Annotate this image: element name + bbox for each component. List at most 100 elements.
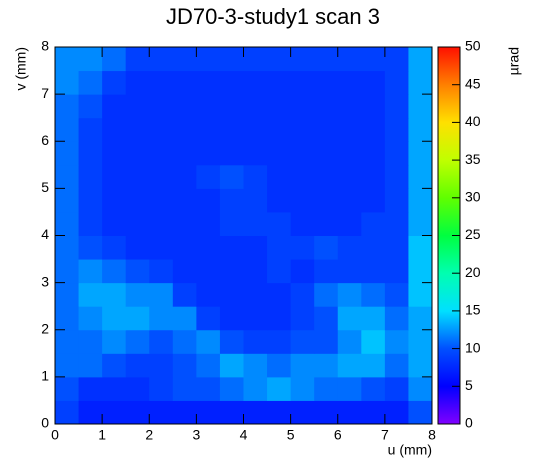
heat-cell [149,353,174,378]
heat-cell [408,141,433,166]
heat-cell [78,94,103,119]
heat-cell [55,70,80,95]
heat-cell [149,94,174,119]
heat-cell [243,306,268,331]
heat-cell [384,329,409,354]
heat-cell [243,141,268,166]
heat-cell [149,211,174,236]
heat-cell [102,329,127,354]
heat-cell [55,400,80,425]
heat-cell [267,141,292,166]
heat-cell [196,164,221,189]
heat-cell [384,188,409,213]
heat-cell [337,259,362,284]
heat-cell [219,164,244,189]
heat-cell [196,211,221,236]
colorbar-tick-label: 5 [465,377,473,393]
heat-cell [172,117,197,142]
heat-cell [290,259,315,284]
heat-cell [219,282,244,307]
heat-cell [125,353,150,378]
heat-cell [149,117,174,142]
heat-cell [219,47,244,72]
heat-cell [149,141,174,166]
heat-cell [102,117,127,142]
heat-cell [125,47,150,72]
heat-cell [125,282,150,307]
heat-cell [290,164,315,189]
heat-cell [55,353,80,378]
heat-cell [290,329,315,354]
heat-cell [125,141,150,166]
colorbar-tick-label: 30 [465,189,481,205]
heat-cell [125,400,150,425]
heat-cell [314,400,339,425]
heat-cell [172,353,197,378]
colorbar-tick-label: 25 [465,226,481,242]
heat-cell [267,329,292,354]
heat-cell [78,235,103,260]
heat-cell [384,141,409,166]
heat-cell [408,94,433,119]
heat-cell [290,47,315,72]
heat-cell [78,353,103,378]
heat-cell [384,353,409,378]
x-tick-label: 7 [381,427,389,443]
x-tick-label: 6 [334,427,342,443]
heat-cell [361,306,386,331]
heat-cell [243,70,268,95]
heat-cell [149,376,174,401]
x-tick-label: 5 [287,427,295,443]
heat-cell [337,353,362,378]
heat-cell [125,117,150,142]
heat-cell [125,94,150,119]
heat-cell [314,94,339,119]
heat-cell [384,259,409,284]
heat-cell [172,306,197,331]
heat-cell [172,376,197,401]
heat-cell [125,188,150,213]
heat-cell [125,329,150,354]
heat-cell [267,259,292,284]
heat-cell [219,235,244,260]
heat-cell [408,259,433,284]
heat-cell [78,259,103,284]
heat-cell [196,188,221,213]
x-axis-label: u (mm) [388,442,432,458]
heat-cell [55,376,80,401]
heat-cell [102,400,127,425]
heat-cell [243,259,268,284]
heat-cell [55,282,80,307]
heat-cell [219,400,244,425]
heat-cell [172,282,197,307]
heat-cell [290,211,315,236]
colorbar-tick-label: 35 [465,151,481,167]
x-tick-label: 8 [428,427,436,443]
heat-cell [219,211,244,236]
x-tick-label: 0 [51,427,59,443]
heat-cell [384,211,409,236]
y-tick-label: 1 [41,368,49,384]
colorbar-label: µrad [506,47,522,75]
heat-cell [219,141,244,166]
heat-cell [361,94,386,119]
heat-cell [196,329,221,354]
heat-cell [102,211,127,236]
heat-cell [314,47,339,72]
heat-cell [267,70,292,95]
heat-cell [267,376,292,401]
heat-cell [196,235,221,260]
y-tick-label: 0 [41,415,49,431]
heat-cell [361,164,386,189]
heat-cell [408,329,433,354]
heat-cell [78,306,103,331]
chart-title: JD70-3-study1 scan 3 [166,4,380,29]
heat-cell [172,235,197,260]
colorbar-tick-label: 20 [465,264,481,280]
heat-cell [243,188,268,213]
heat-cell [337,141,362,166]
heat-cell [78,47,103,72]
heat-cell [337,376,362,401]
heat-cell [408,70,433,95]
